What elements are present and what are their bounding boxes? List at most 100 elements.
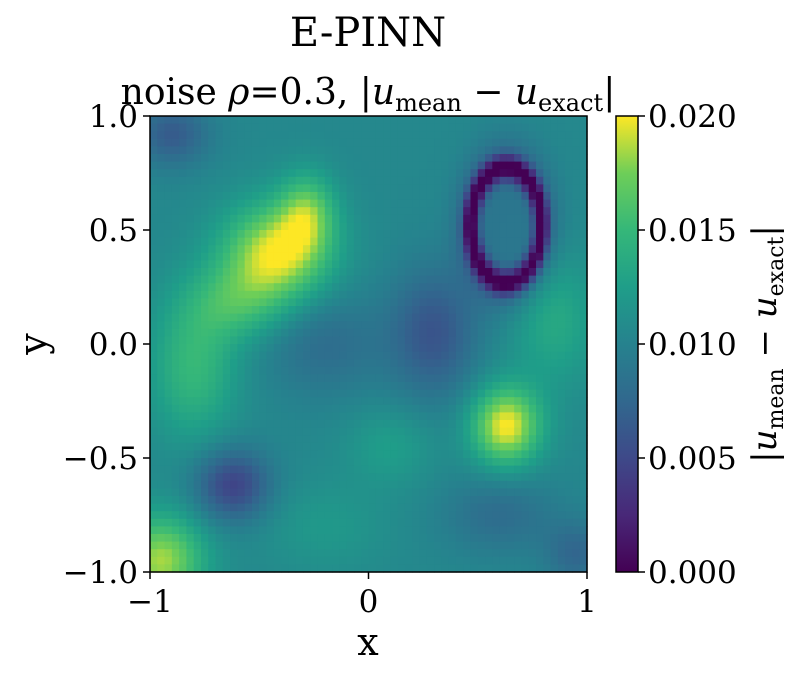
heatmap-cell [259,336,268,345]
heatmap-cell [455,480,464,489]
heatmap-cell [404,488,413,497]
heatmap-cell [448,207,457,216]
heatmap-cell [244,473,253,482]
heatmap-cell [375,237,384,246]
heatmap-cell [339,298,348,307]
heatmap-cell [251,328,260,337]
heatmap-cell [353,313,362,322]
heatmap-cell [565,518,574,527]
heatmap-cell [222,245,231,254]
heatmap-cell [164,192,173,201]
heatmap-cell [281,306,289,315]
heatmap-cell [302,260,311,269]
heatmap-cell [266,549,275,558]
heatmap-cell [390,176,399,185]
heatmap-cell [281,199,289,208]
heatmap-cell [164,496,173,505]
heatmap-cell [230,366,238,375]
heatmap-cell [565,252,574,261]
heatmap-cell [492,435,501,444]
heatmap-cell [164,222,173,231]
heatmap-cell [470,169,479,178]
heatmap-cell [470,534,479,543]
heatmap-cell [499,161,508,170]
chart-title: E-PINN [290,10,446,56]
heatmap-cell [222,154,231,163]
heatmap-cell [295,230,304,239]
heatmap-cell [266,511,275,520]
heatmap-cell [565,199,574,208]
heatmap-cell [543,298,552,307]
heatmap-cell [390,321,399,330]
heatmap-cell [164,252,173,261]
heatmap-cell [434,473,442,482]
heatmap-cell [200,503,209,512]
heatmap-cell [557,473,566,482]
heatmap-cell [375,480,384,489]
heatmap-cell [441,359,450,368]
heatmap-cell [455,366,464,375]
heatmap-cell [237,420,246,429]
heatmap-cell [426,306,435,315]
heatmap-cell [368,260,377,269]
heatmap-cell [215,412,224,421]
heatmap-cell [295,268,304,277]
heatmap-cell [281,534,289,543]
heatmap-cell [572,351,581,360]
heatmap-cell [230,222,238,231]
heatmap-cell [251,321,260,330]
heatmap-cell [317,207,326,216]
heatmap-cell [383,169,391,178]
heatmap-cell [157,389,166,398]
heatmap-cell [157,503,166,512]
heatmap-cell [506,374,515,383]
heatmap-cell [557,556,566,565]
heatmap-cell [426,473,435,482]
heatmap-cell [353,275,362,284]
heatmap-cell [244,275,253,284]
heatmap-cell [200,313,209,322]
heatmap-cell [179,298,188,307]
heatmap-cell [200,154,209,163]
heatmap-cell [157,412,166,421]
heatmap-cell [193,290,202,299]
heatmap-cell [572,549,581,558]
heatmap-cell [368,237,377,246]
heatmap-cell [397,131,406,140]
heatmap-cell [434,131,442,140]
heatmap-cell [412,313,421,322]
heatmap-cell [470,366,479,375]
heatmap-cell [237,488,246,497]
heatmap-cell [404,480,413,489]
heatmap-cell [419,237,428,246]
heatmap-cell [536,351,544,360]
heatmap-cell [470,541,479,550]
heatmap-cell [266,556,275,565]
heatmap-cell [230,420,238,429]
heatmap-cell [353,503,362,512]
heatmap-cell [215,146,224,155]
heatmap-cell [499,169,508,178]
heatmap-cell [463,154,472,163]
heatmap-cell [310,245,319,254]
heatmap-cell [222,298,231,307]
heatmap-cell [419,199,428,208]
heatmap-cell [506,397,515,406]
heatmap-cell [259,427,268,436]
heatmap-cell [412,442,421,451]
heatmap-cell [339,146,348,155]
heatmap-cell [208,366,217,375]
heatmap-cell [171,252,180,261]
heatmap-cell [463,503,472,512]
heatmap-cell [579,146,588,155]
heatmap-cell [346,298,355,307]
heatmap-cell [332,328,340,337]
heatmap-cell [550,176,559,185]
heatmap-cell [412,298,421,307]
heatmap-cell [383,192,391,201]
heatmap-cell [390,161,399,170]
heatmap-cell [237,366,246,375]
heatmap-cell [557,313,566,322]
heatmap-cell [230,313,238,322]
heatmap-cell [324,336,333,345]
